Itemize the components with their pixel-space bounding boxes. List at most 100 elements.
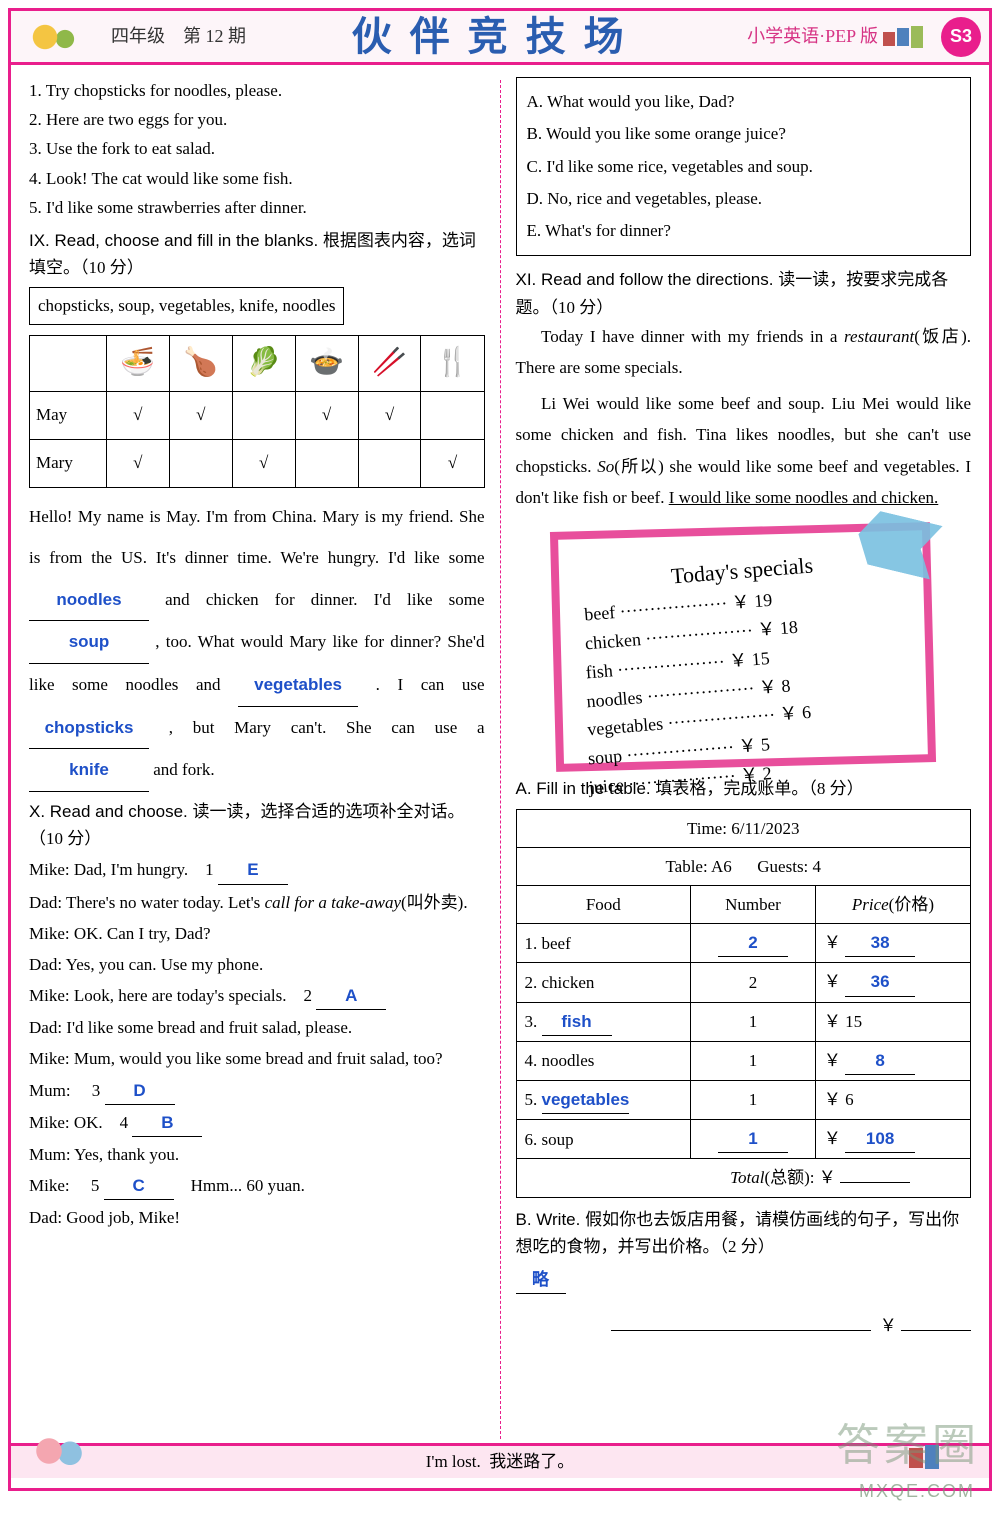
- mary-4: [358, 439, 421, 487]
- watermark: 答案圈: [836, 1411, 980, 1481]
- col-number: Number: [691, 886, 816, 924]
- may-5: [421, 391, 484, 439]
- bill-time-label: Time:: [687, 819, 727, 838]
- ans-noodles: noodles: [56, 590, 121, 609]
- para-t4: . I can use: [376, 675, 485, 694]
- specials-card: Today's specials beef ··················…: [550, 523, 936, 773]
- bill-time: 6/11/2023: [731, 819, 799, 838]
- may-1: √: [169, 391, 232, 439]
- section-x-head: X. Read and choose. 读一读，选择合适的选项补全对话。（10 …: [29, 798, 485, 852]
- bill-guests: 4: [813, 857, 822, 876]
- bill-table-val: A6: [711, 857, 732, 876]
- section-ix-head: IX. Read, choose and fill in the blanks.…: [29, 227, 485, 281]
- soup-icon: 🍲: [309, 347, 344, 378]
- grade-issue: 四年级 第 12 期: [111, 22, 246, 51]
- dialogue-line: Mum: 3 D: [29, 1077, 485, 1105]
- chopsticks-icon: 🥢: [372, 347, 407, 378]
- vegetables-icon: 🥬: [246, 347, 281, 378]
- mary-2: √: [232, 439, 295, 487]
- para-t6: and fork.: [153, 760, 214, 779]
- footer-cn: 我迷路了。: [489, 1448, 574, 1475]
- para-t1: Hello! My name is May. I'm from China. M…: [29, 507, 485, 568]
- passage-1: Today I have dinner with my friends in a…: [516, 321, 972, 384]
- sentence-list: 1. Try chopsticks for noodles, please. 2…: [29, 77, 485, 221]
- b-cn: 假如你也去饭店用餐，请模仿画线的句子，写出你想吃的食物，并写出价格。（2 分）: [516, 1210, 960, 1256]
- row-may-label: May: [30, 391, 107, 439]
- bill-row: 5. vegetables1￥ 6: [516, 1080, 971, 1119]
- bill-row: 2. chicken2￥ 36: [516, 963, 971, 1002]
- dialogue-line: Mike: Look, here are today's specials. 2…: [29, 982, 485, 1010]
- ans-knife: knife: [69, 760, 109, 779]
- passage-2: Li Wei would like some beef and soup. Li…: [516, 388, 972, 514]
- bill-table: Time: 6/11/2023 Table: A6 Guests: 4 Food…: [516, 809, 972, 1198]
- watermark-url: MXQE.COM: [859, 1477, 975, 1506]
- chicken-icon: 🍗: [183, 347, 218, 378]
- sentence-5: 5. I'd like some strawberries after dinn…: [29, 194, 485, 221]
- ans-vegetables: vegetables: [254, 675, 342, 694]
- ix-title: IX. Read, choose and fill in the blanks.: [29, 231, 318, 250]
- x-title: X. Read and choose.: [29, 802, 188, 821]
- b-title: B. Write.: [516, 1210, 581, 1229]
- may-0: √: [106, 391, 169, 439]
- may-2: [232, 391, 295, 439]
- noodles-icon: 🍜: [120, 347, 155, 378]
- option-c: C. I'd like some rice, vegetables and so…: [527, 151, 961, 183]
- main-title: 伙伴竞技场: [352, 5, 642, 69]
- b-answer: 略: [532, 1270, 549, 1289]
- ans-chopsticks: chopsticks: [45, 718, 134, 737]
- dialogue-line: Mike: OK. Can I try, Dad?: [29, 920, 485, 947]
- option-box: A. What would you like, Dad? B. Would yo…: [516, 77, 972, 256]
- col-price: Price(价格): [815, 886, 970, 924]
- mary-3: [295, 439, 358, 487]
- header-deco-icon: [21, 17, 101, 57]
- sentence-4: 4. Look! The cat would like some fish.: [29, 165, 485, 192]
- bill-row: 6. soup1￥ 108: [516, 1120, 971, 1159]
- mary-5: √: [421, 439, 484, 487]
- section-b-head: B. Write. 假如你也去饭店用餐，请模仿画线的句子，写出你想吃的食物，并写…: [516, 1206, 972, 1260]
- para-t5: , but Mary can't. She can use a: [169, 718, 485, 737]
- dialogue-line: Dad: Good job, Mike!: [29, 1204, 485, 1231]
- sentence-2: 2. Here are two eggs for you.: [29, 106, 485, 133]
- mary-0: √: [106, 439, 169, 487]
- ix-paragraph: Hello! My name is May. I'm from China. M…: [29, 496, 485, 792]
- subtitle: 小学英语·PEP 版: [747, 22, 878, 51]
- dialogue-line: Mum: Yes, thank you.: [29, 1141, 485, 1168]
- para-t2: and chicken for dinner. I'd like some: [165, 590, 484, 609]
- dialogue: Mike: Dad, I'm hungry. 1 E Dad: There's n…: [29, 856, 485, 1231]
- sentence-1: 1. Try chopsticks for noodles, please.: [29, 77, 485, 104]
- bill-row: 3. fish1￥ 15: [516, 1002, 971, 1041]
- page-header: 四年级 第 12 期 伙伴竞技场 小学英语·PEP 版 S3: [11, 11, 989, 65]
- dialogue-line: Mike: Mum, would you like some bread and…: [29, 1045, 485, 1072]
- option-b: B. Would you like some orange juice?: [527, 118, 961, 150]
- sentence-3: 3. Use the fork to eat salad.: [29, 135, 485, 162]
- bill-row: 4. noodles1￥ 8: [516, 1041, 971, 1080]
- may-4: √: [358, 391, 421, 439]
- option-a: A. What would you like, Dad?: [527, 86, 961, 118]
- section-xi-head: XI. Read and follow the directions. 读一读，…: [516, 266, 972, 320]
- dialogue-line: Mike: OK. 4 B: [29, 1109, 485, 1137]
- books-icon: [883, 20, 933, 54]
- word-bank: chopsticks, soup, vegetables, knife, noo…: [29, 287, 344, 324]
- knife-icon: 🍴: [435, 347, 470, 378]
- footer-en: I'm lost.: [426, 1448, 481, 1475]
- total-label: Total: [730, 1168, 764, 1187]
- xi-title: XI. Read and follow the directions.: [516, 270, 774, 289]
- bill-table-label: Table:: [665, 857, 707, 876]
- bill-guests-label: Guests:: [757, 857, 808, 876]
- b-price-label: ￥: [880, 1316, 897, 1335]
- option-e: E. What's for dinner?: [527, 215, 961, 247]
- may-3: √: [295, 391, 358, 439]
- ans-soup: soup: [69, 632, 110, 651]
- dialogue-line: Dad: Yes, you can. Use my phone.: [29, 951, 485, 978]
- dialogue-line: Dad: There's no water today. Let's call …: [29, 889, 485, 916]
- dialogue-line: Dad: I'd like some bread and fruit salad…: [29, 1014, 485, 1041]
- badge-s3: S3: [941, 17, 981, 57]
- option-d: D. No, rice and vegetables, please.: [527, 183, 961, 215]
- bill-row: 1. beef2￥ 38: [516, 924, 971, 963]
- row-mary-label: Mary: [30, 439, 107, 487]
- dialogue-line: Mike: Dad, I'm hungry. 1 E: [29, 856, 485, 884]
- mary-1: [169, 439, 232, 487]
- col-food: Food: [516, 886, 691, 924]
- footer-kids-icon: [31, 1433, 91, 1478]
- dialogue-line: Mike: 5 C Hmm... 60 yuan.: [29, 1172, 485, 1200]
